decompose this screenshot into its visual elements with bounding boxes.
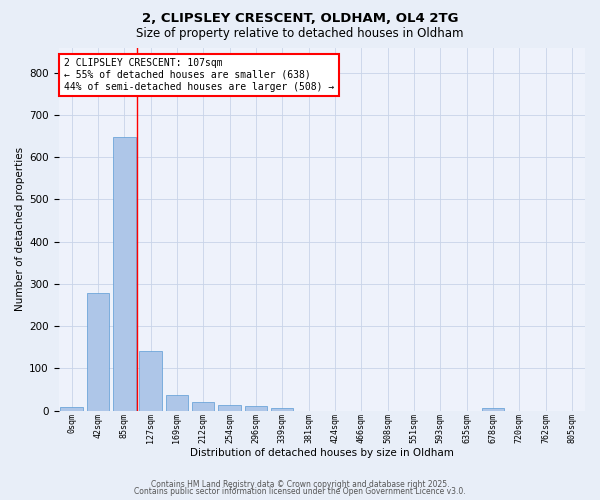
- Text: 2, CLIPSLEY CRESCENT, OLDHAM, OL4 2TG: 2, CLIPSLEY CRESCENT, OLDHAM, OL4 2TG: [142, 12, 458, 26]
- Y-axis label: Number of detached properties: Number of detached properties: [15, 147, 25, 311]
- Text: 2 CLIPSLEY CRESCENT: 107sqm
← 55% of detached houses are smaller (638)
44% of se: 2 CLIPSLEY CRESCENT: 107sqm ← 55% of det…: [64, 58, 334, 92]
- X-axis label: Distribution of detached houses by size in Oldham: Distribution of detached houses by size …: [190, 448, 454, 458]
- Bar: [113, 137, 136, 410]
- Bar: [87, 293, 109, 410]
- Bar: [139, 352, 162, 410]
- Text: Contains public sector information licensed under the Open Government Licence v3: Contains public sector information licen…: [134, 488, 466, 496]
- Bar: [218, 405, 241, 410]
- Text: Contains HM Land Registry data © Crown copyright and database right 2025.: Contains HM Land Registry data © Crown c…: [151, 480, 449, 489]
- Bar: [245, 406, 267, 410]
- Bar: [61, 407, 83, 410]
- Bar: [192, 402, 214, 410]
- Text: Size of property relative to detached houses in Oldham: Size of property relative to detached ho…: [136, 28, 464, 40]
- Bar: [271, 408, 293, 410]
- Bar: [482, 408, 504, 410]
- Bar: [166, 394, 188, 410]
